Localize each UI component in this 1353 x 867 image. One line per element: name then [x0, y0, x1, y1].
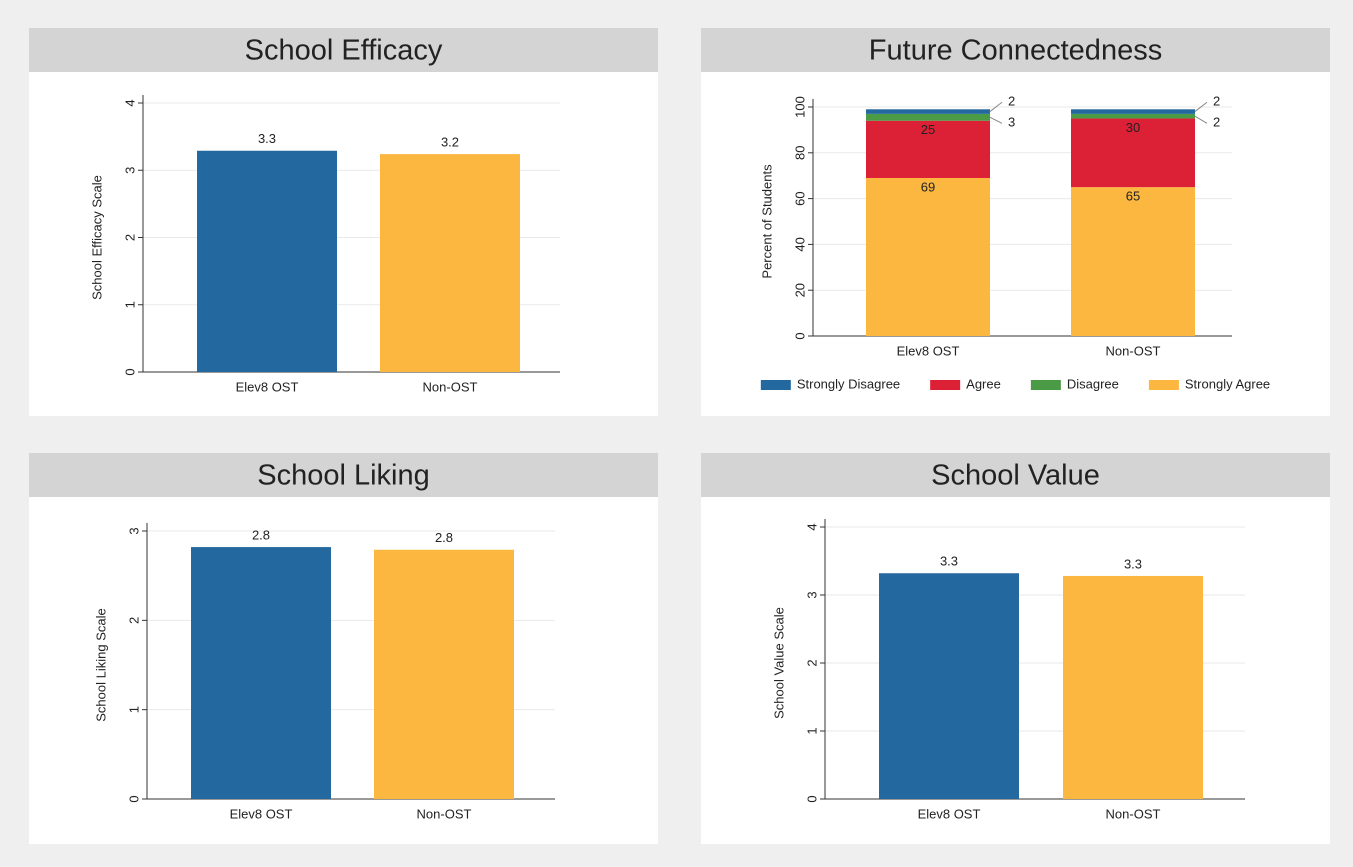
x-tick-label: Non-OST	[1106, 806, 1161, 821]
value-label: 2	[1008, 94, 1015, 109]
bar	[197, 150, 337, 372]
leader-line	[1194, 115, 1208, 124]
y-tick-label: 20	[792, 283, 807, 297]
panel-header	[29, 28, 658, 72]
legend-swatch	[1148, 380, 1179, 390]
legend-swatch	[760, 380, 791, 390]
panel-header	[701, 28, 1330, 72]
leader-line	[989, 116, 1003, 124]
legend-label: Strongly Disagree	[797, 376, 900, 391]
panel	[29, 453, 658, 844]
value-label: 3.2	[441, 135, 459, 150]
y-axis-label: School Liking Scale	[93, 608, 108, 721]
bar	[380, 154, 520, 372]
y-axis-label: Percent of Students	[759, 164, 774, 279]
bar-segment	[866, 120, 990, 178]
bar	[374, 549, 514, 799]
x-tick-label: Elev8 OST	[230, 806, 293, 821]
y-tick-label: 2	[804, 659, 819, 666]
y-tick-label: 3	[122, 167, 137, 174]
chart-title: School Liking	[257, 460, 430, 492]
y-tick-label: 60	[792, 191, 807, 205]
bar-segment	[866, 109, 990, 114]
panel-header	[701, 453, 1330, 497]
value-label: 2.8	[252, 528, 270, 543]
bar	[191, 547, 331, 799]
y-tick-label: 2	[126, 617, 141, 624]
y-tick-label: 0	[792, 332, 807, 339]
bar-segment	[1071, 113, 1195, 119]
y-axis-label: School Value Scale	[771, 607, 786, 719]
y-tick-label: 40	[792, 237, 807, 251]
y-tick-label: 3	[804, 591, 819, 598]
value-label: 3.3	[258, 131, 276, 146]
x-tick-label: Elev8 OST	[897, 343, 960, 358]
bar-segment	[866, 177, 990, 336]
legend-swatch	[1030, 380, 1061, 390]
x-tick-label: Elev8 OST	[236, 379, 299, 394]
bar-segment	[1071, 187, 1195, 336]
chart-title: School Efficacy	[245, 35, 443, 67]
y-tick-label: 4	[804, 523, 819, 530]
panel-header	[29, 453, 658, 497]
value-label: 2	[1213, 115, 1220, 130]
leader-line	[989, 101, 1003, 112]
value-label: 3.3	[940, 554, 958, 569]
value-label: 2	[1213, 94, 1220, 109]
value-label: 3	[1008, 115, 1015, 130]
y-tick-label: 0	[126, 795, 141, 802]
y-tick-label: 3	[126, 527, 141, 534]
y-tick-label: 0	[804, 795, 819, 802]
bar-segment	[1071, 109, 1195, 114]
y-tick-label: 1	[126, 706, 141, 713]
legend-label: Disagree	[1067, 376, 1119, 391]
value-label: 3.3	[1124, 556, 1142, 571]
panel	[29, 28, 658, 416]
value-label: 25	[921, 122, 935, 137]
y-tick-label: 80	[792, 146, 807, 160]
chart-title: Future Connectedness	[869, 35, 1162, 67]
leader-line	[1194, 101, 1208, 112]
x-tick-label: Elev8 OST	[918, 806, 981, 821]
value-label: 69	[921, 179, 935, 194]
x-tick-label: Non-OST	[1106, 343, 1161, 358]
y-tick-label: 100	[792, 96, 807, 118]
y-tick-label: 0	[122, 368, 137, 375]
y-tick-label: 1	[804, 727, 819, 734]
x-tick-label: Non-OST	[417, 806, 472, 821]
bar-segment	[1071, 118, 1195, 188]
panel	[701, 28, 1330, 416]
legend-label: Strongly Agree	[1185, 376, 1270, 391]
legend-swatch	[930, 380, 961, 390]
y-axis-label: School Efficacy Scale	[89, 175, 104, 300]
legend-label: Agree	[966, 376, 1001, 391]
bar	[879, 573, 1019, 799]
value-label: 30	[1126, 120, 1140, 135]
x-tick-label: Non-OST	[423, 379, 478, 394]
y-tick-label: 4	[122, 99, 137, 106]
bar-segment	[866, 113, 990, 121]
y-tick-label: 2	[122, 234, 137, 241]
value-label: 65	[1126, 189, 1140, 204]
chart-title: School Value	[931, 460, 1100, 492]
y-tick-label: 1	[122, 301, 137, 308]
bar	[1063, 575, 1203, 799]
value-label: 2.8	[435, 530, 453, 545]
